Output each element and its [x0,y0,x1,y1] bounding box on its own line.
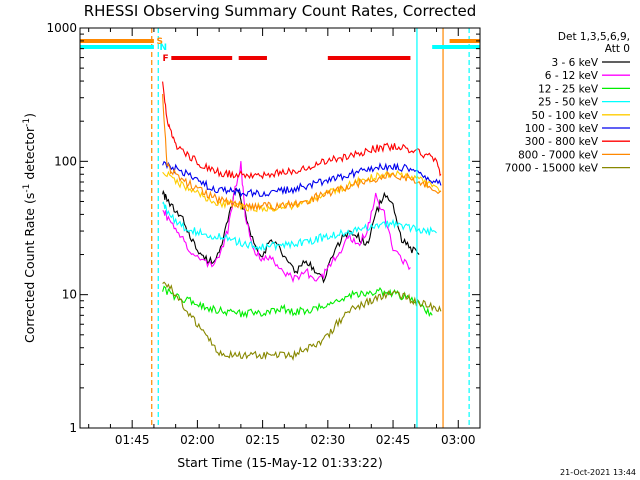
flag-s-bar-2 [449,39,480,43]
legend-label-12-25kev: 12 - 25 keV [538,83,599,95]
legend-label-7000-15000kev: 7000 - 15000 keV [505,163,599,175]
series-line-800-7000kev [162,93,442,212]
x-tick-label-6: 03:00 [441,433,476,447]
flag-f-bar-2 [238,56,267,60]
legend-label-3-6kev: 3 - 6 keV [551,57,598,69]
flag-n-bar-2 [432,45,480,49]
series-line-3-6kev [162,187,420,284]
y-label-mid: detector [22,126,37,184]
flag-f-bar-3 [327,56,411,60]
flag-n-bar-1 [80,45,154,49]
plot-frame [79,27,481,429]
x-axis-label: Start Time (15-May-12 01:33:22) [177,455,382,470]
x-tick-label-1: 01:45 [115,433,150,447]
legend-label-300-800kev: 300 - 800 keV [525,136,599,148]
flag-f-label: F [163,54,169,64]
y-label-prefix: Corrected Count Rate (s [22,193,37,343]
legend-title: Det 1,3,5,6,9, [558,31,630,43]
y-tick-label-10: 10 [62,288,77,302]
y-tick-label-100: 100 [54,154,77,168]
series-line-50-100kev [162,169,442,213]
series-line-25-50kev [162,201,437,252]
x-tick-label-3: 02:15 [245,433,280,447]
y-tick-label-1: 1 [69,421,77,435]
flag-s-label: S [157,37,163,47]
series-line-100-300kev [162,160,442,198]
data-series [162,81,442,362]
flag-bars: SNF [80,37,480,64]
y-label-exp-1: -1 [22,184,32,193]
series-line-300-800kev [162,81,442,180]
y-label-suffix: ) [22,113,37,118]
y-label-exp-2: -1 [22,118,32,127]
series-line-6-12kev [162,161,411,284]
x-tick-label-5: 02:45 [376,433,411,447]
axis-ticks: 1 10 100 1000 01:45 02:00 02:15 02:30 02:45 03:00 [46,21,480,447]
y-axis-label: Corrected Count Rate (s-1 detector-1) [22,113,37,343]
flag-n-label: N [160,43,168,53]
series-line-7000-15000kev [162,281,442,362]
x-tick-label-2: 02:00 [180,433,215,447]
legend-label-800-7000kev: 800 - 7000 keV [518,149,599,161]
legend-label-50-100kev: 50 - 100 keV [531,110,598,122]
timestamp: 21-Oct-2021 13:44 [560,468,636,477]
y-tick-label-1000: 1000 [46,21,77,35]
x-tick-label-4: 02:30 [311,433,346,447]
chart-title: RHESSI Observing Summary Count Rates, Co… [84,2,477,20]
series-line-12-25kev [162,285,433,319]
legend-label-100-300kev: 100 - 300 keV [525,123,599,135]
vertical-markers [151,28,470,428]
legend-subtitle: Att 0 [605,43,630,55]
flag-s-bar-1 [80,39,154,43]
flag-f-bar-1 [171,56,233,60]
legend-label-25-50kev: 25 - 50 keV [538,97,599,109]
legend-label-6-12kev: 6 - 12 keV [545,70,599,82]
